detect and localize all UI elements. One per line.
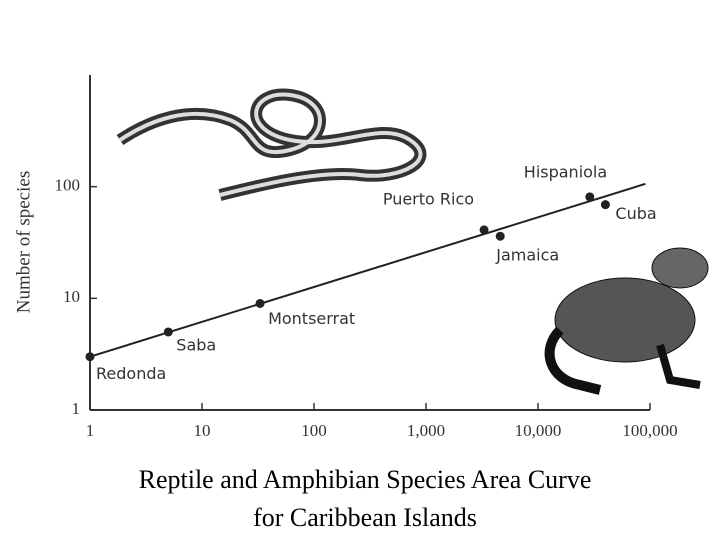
y-axis-label: Number of species xyxy=(13,171,34,313)
data-point xyxy=(479,225,489,235)
data-point xyxy=(163,327,173,337)
y-tick-label: 100 xyxy=(55,176,81,195)
point-label: Cuba xyxy=(615,204,656,223)
fit-line xyxy=(89,182,646,358)
x-tick-label: 1,000 xyxy=(407,421,445,440)
x-tick-label: 10 xyxy=(194,421,211,440)
data-point xyxy=(85,352,95,362)
data-point xyxy=(495,231,505,241)
point-label: Hispaniola xyxy=(524,162,607,181)
snake-illustration xyxy=(116,88,427,201)
x-tick-label: 100 xyxy=(301,421,327,440)
y-tick-label: 10 xyxy=(63,287,80,306)
frog-illustration xyxy=(544,247,709,395)
title-line: for Caribbean Islands xyxy=(253,503,477,532)
point-label: Puerto Rico xyxy=(383,189,474,208)
point-label: Jamaica xyxy=(495,246,559,265)
x-tick-label: 1 xyxy=(86,421,95,440)
point-label: Saba xyxy=(176,335,216,354)
data-point xyxy=(255,298,265,308)
title-line: Reptile and Amphibian Species Area Curve xyxy=(139,465,592,494)
point-label: Montserrat xyxy=(268,309,355,328)
y-tick-label: 1 xyxy=(72,399,81,418)
data-point xyxy=(600,200,610,210)
point-label: Redonda xyxy=(96,364,166,383)
data-point xyxy=(585,192,595,202)
x-tick-label: 10,000 xyxy=(515,421,562,440)
x-tick-label: 100,000 xyxy=(622,421,677,440)
